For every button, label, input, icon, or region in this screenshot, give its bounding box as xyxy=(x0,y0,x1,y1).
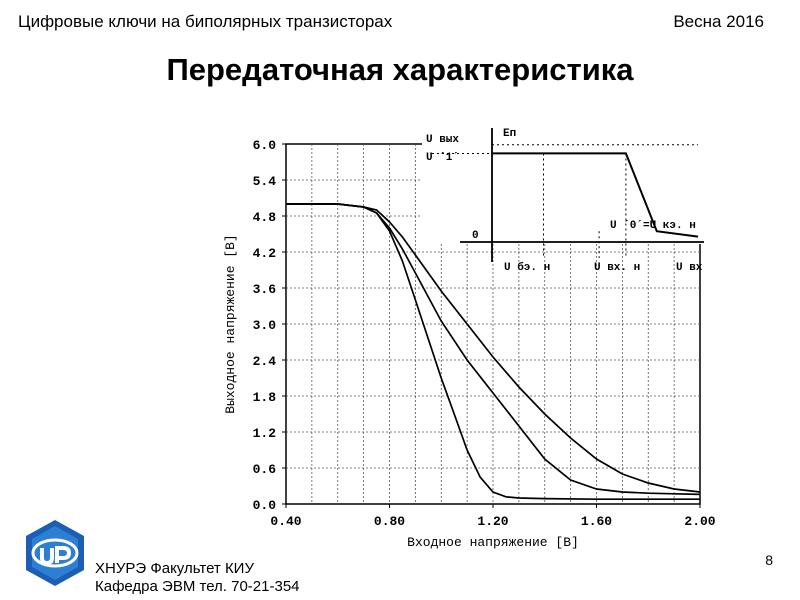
inset-chart: U вых U ´1´ Eп 0 U ´0´=U кэ. н U бэ. н U вх. н… xyxy=(422,120,730,274)
x-tick-label: 1.60 xyxy=(581,514,612,529)
y-tick-label: 4.2 xyxy=(253,246,277,261)
transfer-characteristic-chart: 0.0 0.6 1.2 1.8 2.4 3.0 3.6 4.2 4.8 5.4 6.0 0.40 0.8… xyxy=(223,120,730,550)
x-tick-label: 0.40 xyxy=(270,514,301,529)
transfer-curve-2 xyxy=(286,203,701,496)
x-tick-label: 0.80 xyxy=(374,514,405,529)
inset-label-u0: U ´0´=U кэ. н xyxy=(610,220,696,232)
inset-label-uvx: U вх xyxy=(676,262,703,274)
inset-label-ube: U бэ. н xyxy=(504,261,550,274)
university-logo xyxy=(26,520,84,586)
y-tick-label: 1.8 xyxy=(253,390,277,405)
y-tick-label: 0.0 xyxy=(253,498,277,513)
inset-label-uvxn: U вх. н xyxy=(594,262,640,274)
y-axis-label: Выходное напряжение [B] xyxy=(223,234,238,413)
x-axis-label: Входное напряжение [B] xyxy=(407,535,579,550)
inset-label-ep: Eп xyxy=(503,128,516,140)
footer-faculty: ХНУРЭ Факультет КИУ xyxy=(95,560,254,577)
inset-label-uout: U вых xyxy=(426,134,459,146)
slide-title: Передаточная характеристика xyxy=(166,52,634,87)
transfer-curve-3 xyxy=(286,203,701,493)
inset-background xyxy=(422,120,730,244)
inset-label-u1: U ´1´ xyxy=(426,152,459,164)
page-number: 8 xyxy=(765,552,773,568)
y-tick-label: 2.4 xyxy=(253,354,277,369)
main-chart: 0.0 0.6 1.2 1.8 2.4 3.0 3.6 4.2 4.8 5.4 6.0 0.40 0.8… xyxy=(223,138,716,550)
y-tick-label: 0.6 xyxy=(253,462,277,477)
slide-topic: Цифровые ключи на биполярных транзистора… xyxy=(18,12,393,31)
y-tick-label: 3.6 xyxy=(253,282,277,297)
y-tick-label: 6.0 xyxy=(253,138,277,153)
y-tick-label: 5.4 xyxy=(253,174,277,189)
slide-season: Весна 2016 xyxy=(673,12,764,31)
y-tick-label: 4.8 xyxy=(253,210,277,225)
x-tick-label: 2.00 xyxy=(684,514,715,529)
footer-department: Кафедра ЭВМ тел. 70-21-354 xyxy=(95,578,300,595)
inset-label-origin: 0 xyxy=(472,230,479,242)
y-tick-label: 1.2 xyxy=(253,426,277,441)
y-tick-label: 3.0 xyxy=(253,318,277,333)
x-tick-label: 1.20 xyxy=(477,514,508,529)
inset-transfer-curve xyxy=(492,152,699,238)
